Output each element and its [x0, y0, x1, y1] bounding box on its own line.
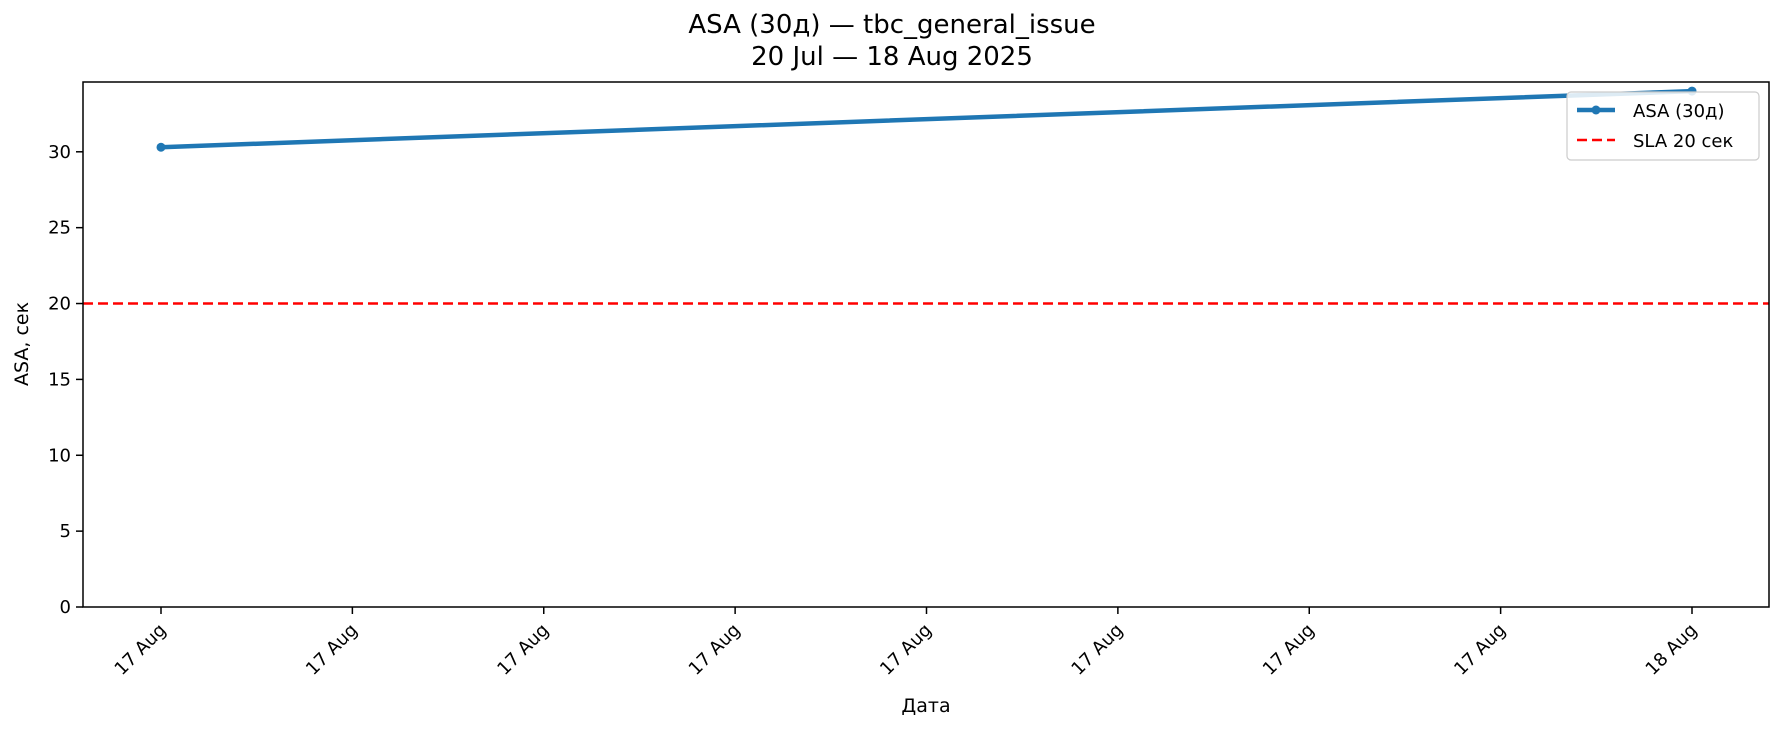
x-tick-label: 17 Aug — [1450, 620, 1510, 680]
x-tick-label: 17 Aug — [876, 620, 936, 680]
chart-title: ASA (30д) — tbc_general_issue — [688, 10, 1096, 40]
x-axis-label: Дата — [901, 695, 950, 717]
x-tick-label: 17 Aug — [111, 620, 171, 680]
x-tick-label: 17 Aug — [302, 620, 362, 680]
y-tick-label: 10 — [48, 445, 71, 466]
x-tick-label: 17 Aug — [1259, 620, 1319, 680]
x-tick-label: 17 Aug — [493, 620, 553, 680]
legend-sla-label: SLA 20 сек — [1633, 131, 1733, 152]
y-tick-label: 30 — [48, 142, 71, 163]
legend-series-label: ASA (30д) — [1633, 101, 1725, 122]
y-axis-label: ASA, сек — [11, 302, 33, 386]
legend-series-marker — [1591, 105, 1601, 115]
legend: ASA (30д) SLA 20 сек — [1566, 91, 1760, 161]
x-tick-label: 18 Aug — [1642, 620, 1702, 680]
x-tick-label: 17 Aug — [1067, 620, 1127, 680]
y-tick-label: 15 — [48, 369, 71, 390]
chart-subtitle: 20 Jul — 18 Aug 2025 — [751, 42, 1033, 72]
series-line — [158, 88, 1695, 150]
plot-frame — [82, 81, 1770, 608]
y-tick-label: 5 — [60, 521, 71, 542]
x-tick-label: 17 Aug — [685, 620, 745, 680]
y-tick-label: 25 — [48, 218, 71, 239]
data-point — [156, 142, 166, 152]
y-tick-label: 20 — [48, 294, 71, 315]
y-tick-label: 0 — [60, 597, 71, 618]
